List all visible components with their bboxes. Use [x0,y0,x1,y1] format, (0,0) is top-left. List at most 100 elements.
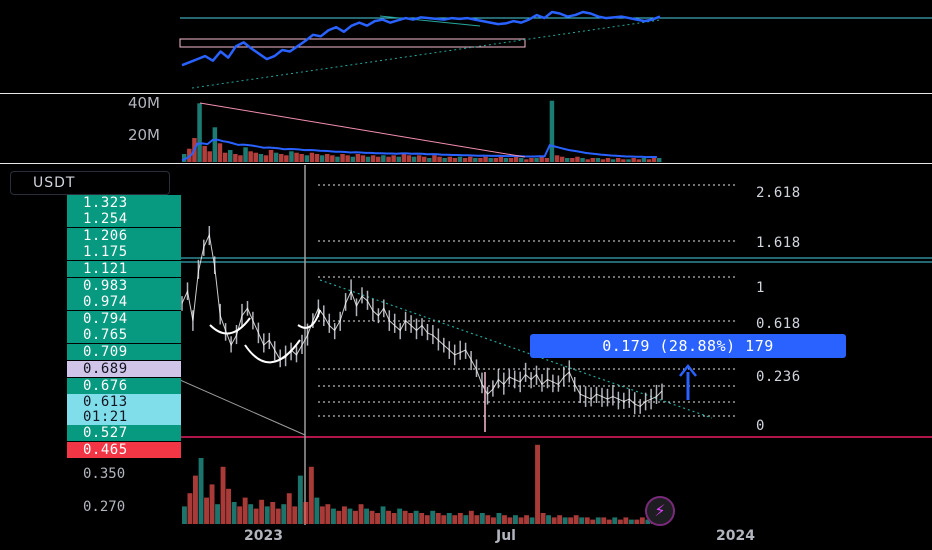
volume-bar [656,158,662,162]
diagonal-guide-line [179,379,306,436]
price-tag-1254: 1.254 [67,211,181,227]
panel-divider-mid[interactable] [0,163,932,164]
price-tag-0527: 0.527 [67,425,181,441]
volume-bar [197,103,202,162]
fib-label-0618: 0.618 [756,316,801,332]
volume-bar [289,151,294,162]
volume-bar [529,158,534,162]
volume-bar [355,154,361,162]
volume-bar [524,515,529,524]
volume-average-line [181,138,657,162]
volume-bar [546,515,551,524]
volume-bar [595,517,601,524]
volume-bar [437,156,442,162]
pattern-arc-bottom [244,339,301,364]
volume-bar [478,158,483,162]
measure-tool-label[interactable]: 0.179 (28.88%) 179 [530,334,846,358]
panel-divider-top[interactable] [0,93,932,94]
volume-bar [562,517,568,524]
volume-bar [551,517,557,524]
volume-bar [549,100,555,162]
volume-bar [570,158,575,162]
price-tag-0613: 0.613 [67,394,181,410]
volume-bar [297,475,303,524]
arrow-up-icon [679,363,697,377]
volume-bar [292,506,298,524]
volume-bar [621,159,626,162]
volume-bar [463,515,469,524]
overview-price-line [181,10,661,67]
volume-bar [391,155,396,162]
volume-bar [325,154,330,162]
volume-bar [424,515,430,524]
volume-bar [248,151,253,162]
currency-selector[interactable]: USDT [10,171,170,195]
volume-bar [353,510,358,524]
volume-bar [264,506,270,524]
price-tag-0974: 0.974 [67,294,181,310]
volume-bar [360,155,366,162]
volume-bar [233,154,238,162]
volume-bar [365,156,371,162]
time-axis-label-2024: 2024 [716,528,755,544]
volume-bar [273,152,279,162]
volume-bar [435,513,441,524]
volume-bar [325,504,331,524]
lightning-icon[interactable]: ⚡ [645,496,675,526]
volume-bar [568,517,574,524]
volume-bar [573,515,579,524]
price-tag-1175: 1.175 [67,244,181,260]
volume-bar [299,154,304,162]
volume-bar [468,510,474,524]
volume-bar [369,510,375,524]
volume-bar [228,150,233,162]
volume-bar [386,156,391,162]
volume-bar [375,513,380,524]
volume-bar [182,506,187,524]
volume-bar [485,515,491,524]
volume-bar [237,506,243,524]
volume-bar [513,515,518,524]
volume-bar [308,466,314,524]
volume-bar [212,127,218,162]
volume-bar [279,154,284,162]
volume-bar [330,155,335,162]
volume-bar [579,517,585,524]
volume-bar [473,158,478,162]
volume-bar [590,519,596,524]
volume-bar [585,159,590,162]
volume-bar [631,158,636,162]
volume-bar [559,156,565,162]
volume-bar [391,513,397,524]
price-tag-0983: 0.983 [67,278,181,294]
fib-label-1: 1 [756,280,765,296]
volume-bar [590,158,595,162]
volume-bar [207,151,212,162]
volume-bar [457,156,463,162]
volume-bar [259,499,265,524]
volume-bar [584,517,590,524]
volume-bar [294,152,299,162]
fib-label-2618: 2.618 [756,185,801,201]
volume-bar [342,506,347,524]
price-tag-0121: 01:21 [67,409,181,425]
volume-bar [519,158,524,162]
volume-bar [345,155,350,162]
volume-bar [422,156,427,162]
volume-bar [253,152,258,162]
volume-bar [364,508,369,524]
volume-bar [645,519,651,524]
volume-bar [258,154,264,162]
volume-bar [452,158,458,162]
fib-label-1618: 1.618 [756,235,801,251]
volume-bar [479,513,485,524]
volume-bar [605,158,611,162]
volume-bar [215,504,220,524]
volume-bar [268,150,274,162]
volume-bar [565,158,570,162]
price-tag-0709: 0.709 [67,344,181,360]
volume-bar [204,497,209,524]
volume-bar [452,515,458,524]
